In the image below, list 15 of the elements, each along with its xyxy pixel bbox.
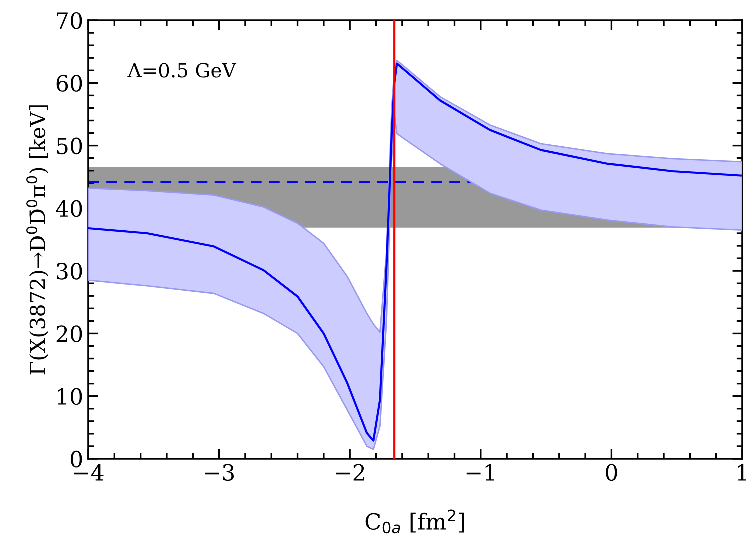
x-axis-title: C$_{0a}$ [fm$^{2}$] (366, 510, 464, 534)
y-tick-label: 70 (57, 12, 82, 30)
y-tick-label: 10 (58, 388, 82, 406)
y-tick-label: 40 (56, 200, 82, 218)
y-tick-label: 30 (57, 263, 82, 280)
y-tick-label: 60 (56, 75, 82, 92)
x-tick-label: −1 (466, 464, 494, 481)
y-tick-label: 20 (56, 326, 82, 342)
x-tick-label: 1 (738, 464, 746, 481)
x-tick-label: −3 (205, 464, 234, 482)
y-tick-label: 50 (57, 138, 82, 155)
y-axis-title: Γ(X(3872)→D$^{0}$D̄$^{0}$π$^{0}$) [keV] (26, 106, 49, 375)
x-tick-label: −2 (336, 464, 364, 481)
x-tick-label: 0 (606, 464, 618, 482)
annotation: Λ=0.5 GeV (128, 63, 237, 78)
